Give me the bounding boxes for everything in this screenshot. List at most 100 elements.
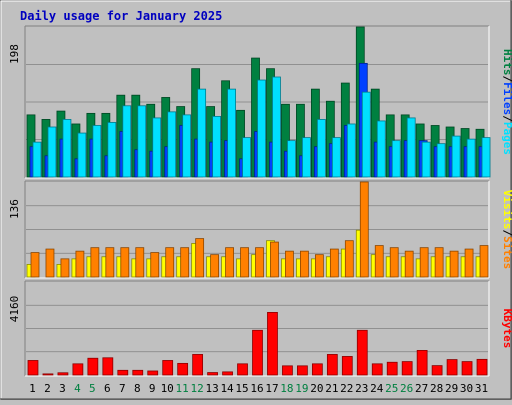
bar-kbytes-day-1 xyxy=(27,360,39,376)
bar-sites-day-25 xyxy=(389,247,399,278)
x-tick-label-day-12: 12 xyxy=(191,382,204,395)
sites-panel-y-max-label: 136 xyxy=(8,199,21,219)
bar-kbytes-day-29 xyxy=(446,359,458,376)
bar-sites-day-30 xyxy=(464,248,474,278)
bar-pages-day-14 xyxy=(227,88,236,178)
bar-kbytes-day-7 xyxy=(117,369,129,376)
legend-sites: Sites xyxy=(501,236,512,269)
bar-pages-day-25 xyxy=(391,140,401,178)
x-tick-label-day-23: 23 xyxy=(355,382,368,395)
x-tick-label-day-20: 20 xyxy=(310,382,323,395)
x-tick-label-day-25: 25 xyxy=(385,382,398,395)
sites-panel-legend: Visits/Sites xyxy=(501,190,512,270)
x-tick-label-day-26: 26 xyxy=(400,382,413,395)
bar-pages-day-30 xyxy=(466,138,476,178)
x-tick-label-day-13: 13 xyxy=(205,382,218,395)
bar-pages-day-11 xyxy=(182,114,192,178)
bar-pages-day-23 xyxy=(361,91,371,178)
x-tick-label-day-31: 31 xyxy=(475,382,488,395)
x-tick-label-day-22: 22 xyxy=(340,382,353,395)
bar-kbytes-day-19 xyxy=(297,365,308,376)
bar-sites-day-31 xyxy=(479,245,489,278)
bar-pages-day-6 xyxy=(107,122,117,178)
bar-kbytes-day-18 xyxy=(282,365,293,376)
x-tick-label-day-11: 11 xyxy=(176,382,189,395)
bar-kbytes-day-30 xyxy=(461,361,473,376)
bar-pages-day-10 xyxy=(167,111,177,178)
bar-sites-day-15 xyxy=(240,247,249,278)
bar-kbytes-day-31 xyxy=(476,358,488,376)
bar-pages-day-27 xyxy=(421,141,431,178)
x-tick-label-day-4: 4 xyxy=(74,382,81,395)
bar-sites-day-3 xyxy=(60,258,70,278)
bar-kbytes-day-14 xyxy=(222,371,233,376)
bar-kbytes-day-6 xyxy=(102,357,114,376)
bar-pages-day-12 xyxy=(197,88,207,178)
bar-sites-day-18 xyxy=(285,250,294,278)
bar-pages-day-8 xyxy=(137,105,147,178)
bar-kbytes-day-23 xyxy=(356,329,368,376)
bar-sites-day-23 xyxy=(359,181,369,278)
legend-files: Files xyxy=(501,82,512,115)
bar-sites-day-4 xyxy=(75,250,85,278)
bar-sites-day-5 xyxy=(90,247,100,278)
bar-pages-day-24 xyxy=(376,120,386,178)
bar-pages-day-9 xyxy=(152,117,162,178)
bar-sites-day-13 xyxy=(210,254,220,278)
bar-sites-day-14 xyxy=(225,247,234,278)
x-tick-label-day-29: 29 xyxy=(445,382,458,395)
x-tick-label-day-10: 10 xyxy=(161,382,174,395)
bar-pages-day-29 xyxy=(451,135,461,178)
bar-sites-day-7 xyxy=(120,247,130,278)
bar-sites-day-20 xyxy=(314,254,324,278)
bar-sites-day-21 xyxy=(329,248,339,278)
x-tick-label-day-3: 3 xyxy=(59,382,66,395)
bar-sites-day-26 xyxy=(404,250,414,278)
x-tick-label-day-30: 30 xyxy=(460,382,473,395)
bar-pages-day-13 xyxy=(212,115,222,178)
x-tick-label-day-24: 24 xyxy=(370,382,384,395)
bar-kbytes-day-12 xyxy=(192,354,204,376)
bar-sites-day-12 xyxy=(195,238,205,278)
bar-kbytes-day-2 xyxy=(42,373,54,376)
legend-kbytes: KBytes xyxy=(501,309,512,349)
bar-pages-day-20 xyxy=(316,119,326,178)
bar-sites-day-22 xyxy=(344,240,354,278)
bar-pages-day-22 xyxy=(346,123,356,178)
kbytes-panel-legend: KBytes xyxy=(501,309,512,349)
bar-kbytes-day-9 xyxy=(147,370,159,376)
bar-sites-day-24 xyxy=(374,245,384,278)
bar-sites-day-9 xyxy=(150,252,160,278)
bar-kbytes-day-20 xyxy=(311,363,323,376)
legend-pages: Pages xyxy=(501,122,512,155)
x-tick-label-day-19: 19 xyxy=(295,382,308,395)
bar-pages-day-15 xyxy=(242,137,251,178)
bar-sites-day-8 xyxy=(135,247,145,278)
legend-hits: Hits xyxy=(501,49,512,76)
x-tick-label-day-7: 7 xyxy=(119,382,126,395)
x-tick-label-day-9: 9 xyxy=(149,382,156,395)
bar-sites-day-29 xyxy=(449,250,459,278)
bar-kbytes-day-3 xyxy=(57,372,69,376)
bar-sites-day-11 xyxy=(180,247,190,278)
bar-sites-day-28 xyxy=(434,247,444,278)
bar-sites-day-17 xyxy=(270,241,279,278)
bar-sites-day-10 xyxy=(165,247,175,278)
x-tick-label-day-18: 18 xyxy=(280,382,293,395)
bar-sites-day-1 xyxy=(30,252,40,278)
bar-sites-day-6 xyxy=(105,247,115,278)
bar-kbytes-day-11 xyxy=(177,362,189,376)
bar-pages-day-17 xyxy=(272,76,281,178)
bar-pages-day-5 xyxy=(92,125,102,178)
x-tick-label-day-1: 1 xyxy=(29,382,36,395)
x-tick-label-day-15: 15 xyxy=(235,382,248,395)
bar-pages-day-2 xyxy=(47,126,57,178)
x-tick-label-day-14: 14 xyxy=(220,382,234,395)
bar-kbytes-day-24 xyxy=(371,363,383,376)
kbytes-panel-y-max-label: 4160 xyxy=(8,296,21,323)
legend-separator: / xyxy=(501,230,512,237)
bar-kbytes-day-28 xyxy=(431,365,443,376)
x-tick-label-day-8: 8 xyxy=(134,382,141,395)
bar-kbytes-day-25 xyxy=(386,361,398,376)
